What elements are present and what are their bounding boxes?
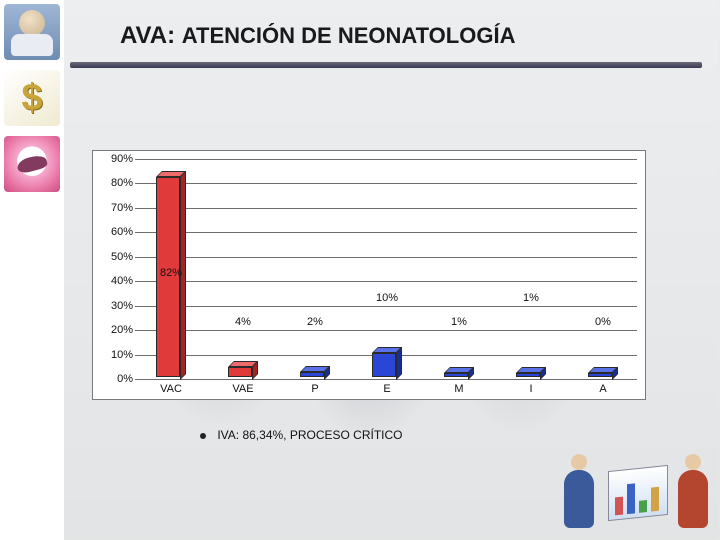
title-underline xyxy=(70,62,702,68)
person-right-icon xyxy=(678,470,708,528)
gridline xyxy=(135,330,637,331)
title-rest: ATENCIÓN DE NEONATOLOGÍA xyxy=(182,23,516,48)
x-tick-label: M xyxy=(454,383,463,395)
y-tick-label: 50% xyxy=(95,251,133,263)
value-label: 2% xyxy=(307,316,323,328)
gridline xyxy=(135,232,637,233)
bar-I xyxy=(516,367,546,377)
gridline xyxy=(135,379,637,380)
x-tick-label: P xyxy=(311,383,318,395)
y-tick-label: 70% xyxy=(95,202,133,214)
value-label: 1% xyxy=(451,316,467,328)
sidebar: $ xyxy=(0,0,64,540)
x-tick-label: I xyxy=(529,383,532,395)
chart-plot-area: 82% 4% 2% 10% 1% 1% 0% xyxy=(135,159,637,377)
page-title: AVA: ATENCIÓN DE NEONATOLOGÍA xyxy=(120,22,690,50)
gridline xyxy=(135,159,637,160)
doctor-avatar xyxy=(4,4,60,60)
y-tick-label: 0% xyxy=(95,373,133,385)
value-label: 1% xyxy=(523,292,539,304)
value-label: 4% xyxy=(235,316,251,328)
bar-M xyxy=(444,367,474,377)
slide: $ AVA: ATENCIÓN DE NEONATOLOGÍA 82% 4% 2% 1… xyxy=(0,0,720,540)
x-tick-label: VAE xyxy=(232,383,253,395)
title-strong: AVA: xyxy=(120,22,175,49)
bar-A xyxy=(588,367,618,377)
bar-VAE xyxy=(228,361,258,377)
y-tick-label: 60% xyxy=(95,226,133,238)
gridline xyxy=(135,183,637,184)
x-tick-label: VAC xyxy=(160,383,182,395)
bullet-icon xyxy=(200,433,206,439)
x-tick-label: E xyxy=(383,383,390,395)
gridline xyxy=(135,306,637,307)
clinic-logo xyxy=(4,136,60,192)
y-tick-label: 80% xyxy=(95,177,133,189)
mini-chart-icon xyxy=(608,465,668,521)
y-tick-label: 30% xyxy=(95,300,133,312)
y-tick-label: 20% xyxy=(95,324,133,336)
bar-E xyxy=(372,347,402,377)
corner-illustration xyxy=(558,428,708,528)
y-tick-label: 90% xyxy=(95,153,133,165)
person-left-icon xyxy=(564,470,594,528)
x-tick-label: A xyxy=(599,383,606,395)
gridline xyxy=(135,208,637,209)
value-label: 0% xyxy=(595,316,611,328)
chart-caption: IVA: 86,34%, PROCESO CRÍTICO xyxy=(200,428,403,442)
caption-text: IVA: 86,34%, PROCESO CRÍTICO xyxy=(217,428,402,442)
bar-chart: 82% 4% 2% 10% 1% 1% 0% 0% 10% 20% 30% 40% 50% 60% 70%… xyxy=(92,150,646,400)
gridline xyxy=(135,281,637,282)
gridline xyxy=(135,257,637,258)
bar-P xyxy=(300,366,330,377)
y-tick-label: 10% xyxy=(95,349,133,361)
value-label: 10% xyxy=(376,292,398,304)
y-tick-label: 40% xyxy=(95,275,133,287)
value-label: 82% xyxy=(160,267,182,279)
dollar-icon: $ xyxy=(4,70,60,126)
